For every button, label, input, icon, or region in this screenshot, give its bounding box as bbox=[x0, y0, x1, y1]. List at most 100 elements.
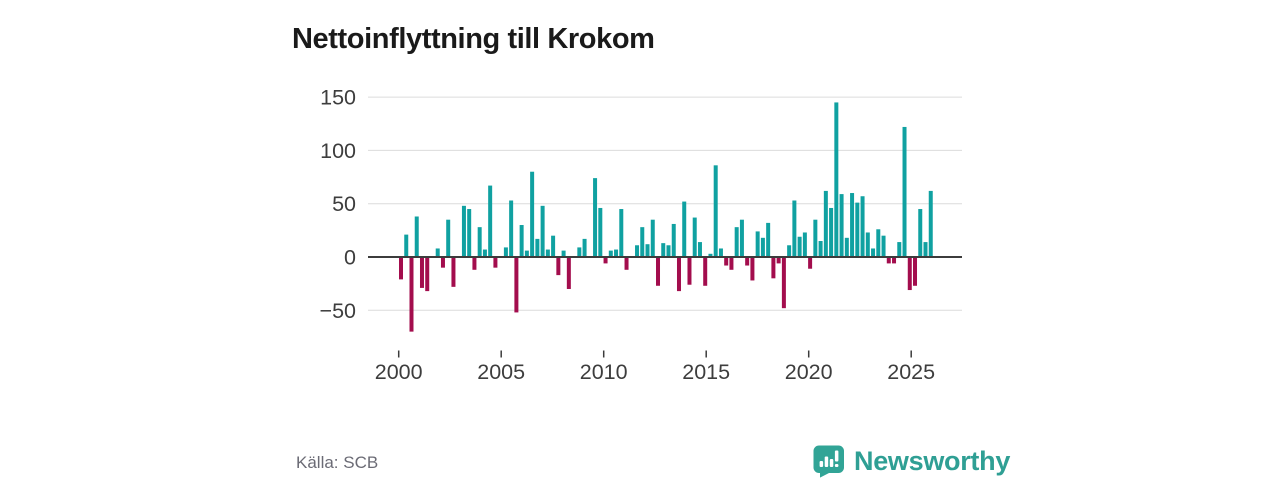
bar-q97 bbox=[907, 257, 912, 291]
bar-q81 bbox=[823, 190, 828, 257]
bar-q50 bbox=[661, 243, 666, 257]
bar-q39 bbox=[603, 257, 608, 264]
bar-q2 bbox=[409, 257, 414, 332]
bar-q22 bbox=[514, 257, 519, 313]
bar-q4 bbox=[419, 257, 424, 288]
bar-q86 bbox=[850, 193, 855, 257]
bar-q57 bbox=[697, 242, 702, 257]
x-tick-label-2020: 2020 bbox=[785, 360, 833, 384]
bar-q21 bbox=[509, 200, 514, 257]
bar-q17 bbox=[488, 185, 493, 257]
bar-q74 bbox=[787, 245, 792, 257]
bar-q59 bbox=[708, 253, 713, 257]
bar-q28 bbox=[545, 249, 550, 257]
x-tick-label-2015: 2015 bbox=[682, 360, 730, 384]
bar-q8 bbox=[440, 257, 445, 268]
bar-q3 bbox=[414, 216, 419, 257]
newsworthy-logo-icon bbox=[813, 445, 844, 478]
bar-q98 bbox=[913, 257, 918, 286]
bar-q101 bbox=[928, 190, 933, 257]
source-label: Källa: SCB bbox=[296, 453, 379, 472]
bar-q72 bbox=[776, 257, 781, 264]
y-tick-label-0: 0 bbox=[344, 246, 356, 270]
bar-q23 bbox=[519, 225, 524, 257]
bar-q63 bbox=[729, 257, 734, 270]
bar-q58 bbox=[703, 257, 708, 286]
bar-q91 bbox=[876, 229, 881, 257]
bar-q10 bbox=[451, 257, 456, 287]
bar-q80 bbox=[818, 241, 823, 257]
newsworthy-logo: Newsworthy bbox=[812, 444, 1010, 478]
bar-q40 bbox=[608, 250, 613, 257]
bar-q70 bbox=[766, 222, 771, 257]
bar-q24 bbox=[524, 250, 529, 257]
x-tick-label-2025: 2025 bbox=[887, 360, 935, 384]
chart-title: Nettoinflyttning till Krokom bbox=[292, 23, 655, 56]
bar-q1 bbox=[404, 234, 409, 257]
bar-q99 bbox=[918, 209, 923, 257]
bar-q49 bbox=[656, 257, 661, 286]
bar-q95 bbox=[897, 242, 902, 257]
bar-q93 bbox=[886, 257, 891, 264]
bar-q85 bbox=[844, 237, 849, 257]
bar-q96 bbox=[902, 126, 907, 257]
bar-q41 bbox=[614, 249, 619, 257]
bar-q0 bbox=[399, 257, 403, 280]
bar-q45 bbox=[635, 245, 640, 257]
bar-q13 bbox=[467, 209, 472, 257]
bar-q56 bbox=[692, 217, 697, 257]
bar-q100 bbox=[923, 242, 928, 257]
bar-q5 bbox=[425, 257, 430, 292]
bar-q90 bbox=[871, 248, 876, 257]
bar-q26 bbox=[535, 238, 540, 257]
bar-q34 bbox=[577, 247, 582, 257]
bar-q84 bbox=[839, 194, 844, 257]
bar-q42 bbox=[619, 209, 624, 257]
bar-q78 bbox=[808, 257, 813, 269]
bar-q60 bbox=[713, 165, 718, 257]
bar-q7 bbox=[435, 248, 440, 257]
bar-q30 bbox=[556, 257, 561, 276]
x-tick-label-2010: 2010 bbox=[580, 360, 628, 384]
bar-q65 bbox=[739, 219, 744, 257]
bar-q68 bbox=[755, 231, 760, 257]
bar-q48 bbox=[650, 219, 655, 257]
bar-q38 bbox=[598, 207, 603, 257]
bar-q89 bbox=[865, 232, 870, 257]
bar-q92 bbox=[881, 235, 886, 257]
bar-q77 bbox=[802, 232, 807, 257]
bar-q37 bbox=[593, 178, 598, 257]
bar-q69 bbox=[760, 237, 765, 257]
bar-q71 bbox=[771, 257, 776, 279]
bar-q53 bbox=[676, 257, 681, 292]
bar-q76 bbox=[797, 236, 802, 257]
bar-q61 bbox=[718, 248, 723, 257]
bar-q66 bbox=[745, 257, 750, 266]
bar-q73 bbox=[781, 257, 786, 309]
bar-q16 bbox=[482, 249, 487, 257]
bar-q9 bbox=[446, 219, 451, 257]
bar-q15 bbox=[477, 227, 482, 257]
x-tick-label-2005: 2005 bbox=[477, 360, 525, 384]
bar-q35 bbox=[582, 238, 587, 257]
bar-q32 bbox=[566, 257, 571, 289]
y-tick-label-50: 50 bbox=[332, 192, 356, 216]
bar-q62 bbox=[724, 257, 729, 266]
bar-q27 bbox=[540, 205, 545, 257]
bar-q31 bbox=[561, 250, 566, 257]
bar-q25 bbox=[530, 171, 535, 257]
newsworthy-logo-text: Newsworthy bbox=[854, 445, 1011, 476]
x-tick-label-2000: 2000 bbox=[375, 360, 423, 384]
bar-q51 bbox=[666, 245, 671, 257]
bar-q83 bbox=[834, 102, 839, 258]
bar-q18 bbox=[493, 257, 498, 268]
bar-q64 bbox=[734, 227, 739, 257]
bar-q75 bbox=[792, 200, 797, 257]
bar-q12 bbox=[461, 205, 466, 257]
logo-mini-bars bbox=[819, 450, 839, 467]
bar-q46 bbox=[640, 227, 645, 257]
y-tick-label--50: −50 bbox=[320, 299, 357, 323]
bar-q52 bbox=[671, 223, 676, 257]
bar-q67 bbox=[750, 257, 755, 281]
